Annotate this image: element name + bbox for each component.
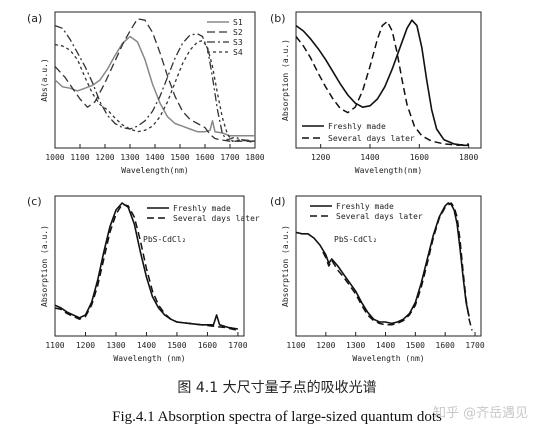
x-tick-label: 1300	[106, 341, 125, 350]
series-line-freshly-made	[295, 19, 469, 147]
panel-label: (d)	[270, 195, 286, 208]
x-tick-label: 1700	[220, 153, 239, 162]
y-axis-label: Absorption (a.u.)	[40, 225, 49, 307]
series-line-s3	[54, 24, 256, 142]
series-line-several-days-later	[295, 20, 469, 147]
x-tick-label: 1600	[436, 341, 455, 350]
annotation-label: PbS-CdCl₂	[334, 235, 377, 244]
x-tick-label: 1500	[406, 341, 425, 350]
x-tick-label: 1300	[120, 153, 139, 162]
x-tick-label: 1700	[465, 341, 484, 350]
x-tick-label: 1200	[76, 341, 95, 350]
x-tick-label: 1400	[360, 153, 379, 162]
x-axis-label: Wavelength(nm)	[355, 166, 422, 175]
x-tick-label: 1800	[245, 153, 264, 162]
panel-b: (b) 1200 1400 1600 1800 Wavelength(nm) Absorpt…	[270, 11, 482, 175]
x-axis-label: Wavelength (nm)	[352, 354, 424, 363]
series-line-several-days-later	[322, 202, 473, 331]
x-tick-label: 1200	[316, 341, 335, 350]
legend-entry: Freshly made	[336, 202, 394, 211]
x-tick-label: 1500	[170, 153, 189, 162]
annotation-label: PbS-CdCl₂	[143, 235, 186, 244]
legend-entry: S1	[233, 18, 243, 27]
x-tick-label: 1100	[286, 341, 305, 350]
panel-d: (d) 1100 1200 1300 1400 1500 1600 1700 Wavelengt…	[270, 195, 485, 363]
legend-entry: Several days later	[173, 214, 260, 223]
legend-entry: S4	[233, 48, 243, 57]
y-axis-label: Absorption (a.u.)	[281, 39, 290, 121]
series-line-s2	[54, 18, 255, 142]
x-tick-label: 1400	[376, 341, 395, 350]
watermark: 知乎 @齐岳遇见	[433, 406, 529, 421]
plot-frame	[54, 195, 245, 337]
x-tick-label: 1100	[70, 153, 89, 162]
panel-label: (b)	[270, 12, 286, 25]
legend-entry: S2	[233, 28, 243, 37]
panel-label: (a)	[27, 12, 42, 25]
x-tick-label: 1600	[198, 341, 217, 350]
x-tick-label: 1300	[346, 341, 365, 350]
x-tick-label: 1100	[45, 341, 64, 350]
legend-entry: Freshly made	[173, 204, 231, 213]
x-tick-label: 1600	[410, 153, 429, 162]
x-tick-label: 1000	[45, 153, 64, 162]
series-line-s1	[54, 35, 255, 137]
x-tick-label: 1400	[145, 153, 164, 162]
panel-label: (c)	[27, 195, 42, 208]
caption-chinese: 图 4.1 大尺寸量子点的吸收光谱	[177, 380, 377, 396]
x-tick-label: 1600	[195, 153, 214, 162]
x-tick-label: 1200	[95, 153, 114, 162]
series-line-s4	[54, 39, 256, 144]
series-line-several-days-later	[54, 203, 239, 332]
series-line-freshly-made	[295, 202, 470, 325]
x-tick-label: 1400	[137, 341, 156, 350]
caption-english: Fig.4.1 Absorption spectra of large-size…	[112, 409, 442, 425]
legend-entry: Freshly made	[328, 122, 386, 131]
legend-entry: Several days later	[328, 134, 415, 143]
y-axis-label: Abs(a.u.)	[40, 58, 49, 101]
x-tick-label: 1500	[167, 341, 186, 350]
x-tick-label: 1800	[459, 153, 478, 162]
x-tick-label: 1200	[311, 153, 330, 162]
panel-c: (c) 1100 1200 1300 1400 1500 1600 1700 Wavelengt…	[27, 195, 260, 363]
x-tick-label: 1700	[228, 341, 247, 350]
y-axis-label: Absorption (a.u.)	[281, 225, 290, 307]
panel-a: (a) 1000 1100 1200 1300 1400 1500 1600 1700 1800 W…	[27, 11, 265, 175]
legend-entry: S3	[233, 38, 243, 47]
legend-entry: Several days later	[336, 212, 423, 221]
plot-frame	[295, 195, 482, 337]
plot-frame	[295, 11, 482, 149]
x-axis-label: Wavelength (nm)	[113, 354, 185, 363]
x-axis-label: Wavelength(nm)	[121, 166, 188, 175]
